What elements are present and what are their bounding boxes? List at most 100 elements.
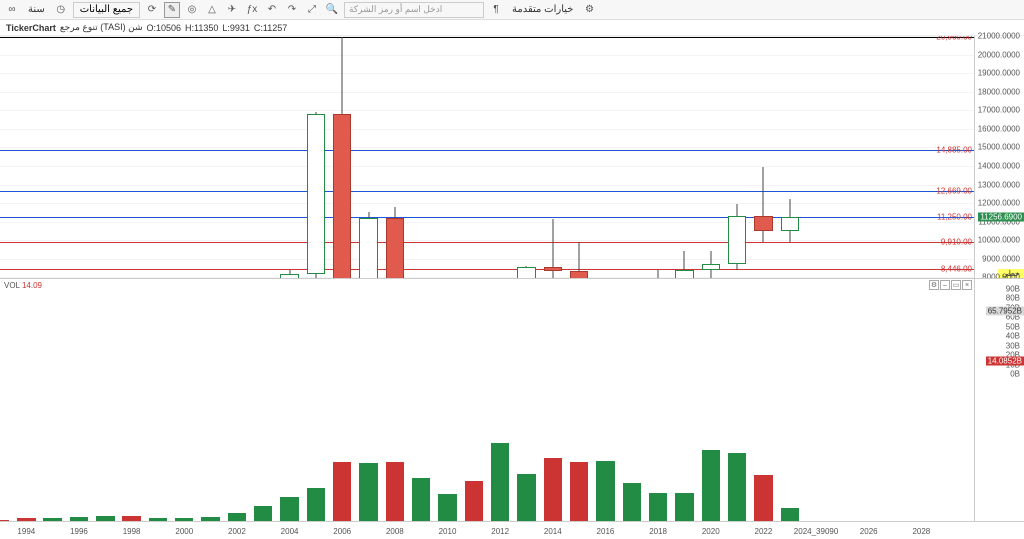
x-tick: 2006 xyxy=(333,527,351,536)
main-toolbar: ∞ سنة ◷ جميع البيانات ⟳ ✎ ◎ △ ✈ ƒx ↶ ↷ ⤢… xyxy=(0,0,1024,20)
candle[interactable] xyxy=(0,36,9,278)
price-hline xyxy=(0,150,974,151)
candle[interactable] xyxy=(280,36,298,278)
price-hline xyxy=(0,269,974,270)
gear-icon[interactable]: ⚙ xyxy=(581,2,597,18)
x-tick: 2004 xyxy=(281,527,299,536)
volume-pane: VOL 14.09 ⚙ – ▭ × 0B10B20B30B40B50B60B70… xyxy=(0,278,1024,521)
fn-icon[interactable]: ƒx xyxy=(244,2,260,18)
pane-close-icon[interactable]: × xyxy=(962,280,972,290)
candle[interactable] xyxy=(570,36,588,278)
candle[interactable] xyxy=(17,36,35,278)
volume-bar[interactable] xyxy=(702,450,720,521)
candle[interactable] xyxy=(254,36,272,278)
x-tick: 2014 xyxy=(544,527,562,536)
timeframe-label[interactable]: سنة xyxy=(24,4,49,15)
volume-bar[interactable] xyxy=(386,462,404,521)
candle[interactable] xyxy=(333,36,351,278)
candle[interactable] xyxy=(359,36,377,278)
volume-bar[interactable] xyxy=(544,458,562,521)
candle[interactable] xyxy=(702,36,720,278)
candle[interactable] xyxy=(96,36,114,278)
refresh-icon[interactable]: ⟳ xyxy=(144,2,160,18)
candle[interactable] xyxy=(517,36,535,278)
volume-bar[interactable] xyxy=(465,481,483,521)
candle[interactable] xyxy=(175,36,193,278)
volume-bar[interactable] xyxy=(649,493,667,522)
volume-bar[interactable] xyxy=(438,494,456,521)
volume-bar[interactable] xyxy=(596,461,614,521)
expand-icon[interactable]: ⤢ xyxy=(304,2,320,18)
price-hline-label: 9,910.00 xyxy=(941,237,972,246)
search-input[interactable]: ادخل اسم أو رمز الشركة xyxy=(344,2,484,18)
x-tick: 2020 xyxy=(702,527,720,536)
search-icon[interactable]: 🔍 xyxy=(324,2,340,18)
undo-icon[interactable]: ↶ xyxy=(264,2,280,18)
price-hline xyxy=(0,242,974,243)
candle[interactable] xyxy=(122,36,140,278)
candle[interactable] xyxy=(649,36,667,278)
send-icon[interactable]: ✈ xyxy=(224,2,240,18)
volume-bar[interactable] xyxy=(307,488,325,521)
target-icon[interactable]: ◎ xyxy=(184,2,200,18)
data-dropdown[interactable]: جميع البيانات xyxy=(73,2,140,18)
candle[interactable] xyxy=(623,36,641,278)
redo-icon[interactable]: ↷ xyxy=(284,2,300,18)
volume-bar[interactable] xyxy=(781,508,799,521)
triangle-icon[interactable]: △ xyxy=(204,2,220,18)
candle[interactable] xyxy=(465,36,483,278)
price-ytick: 14000.0000 xyxy=(978,162,1020,171)
volume-bar[interactable] xyxy=(754,475,772,521)
volume-bar[interactable] xyxy=(228,513,246,521)
candle[interactable] xyxy=(438,36,456,278)
candle[interactable] xyxy=(228,36,246,278)
price-hline-label: 14,885.00 xyxy=(936,145,972,154)
candle[interactable] xyxy=(386,36,404,278)
pane-max-icon[interactable]: ▭ xyxy=(951,280,961,290)
candle[interactable] xyxy=(491,36,509,278)
candle[interactable] xyxy=(43,36,61,278)
candle[interactable] xyxy=(70,36,88,278)
candle[interactable] xyxy=(149,36,167,278)
price-ytick: 17000.0000 xyxy=(978,106,1020,115)
price-plot[interactable]: 20,960.0014,885.0012,669.0011,250.009,91… xyxy=(0,36,974,278)
x-tick: 2024_39090 xyxy=(794,527,839,536)
clock-icon[interactable]: ◷ xyxy=(53,2,69,18)
candle[interactable] xyxy=(412,36,430,278)
volume-bar[interactable] xyxy=(517,474,535,522)
candle[interactable] xyxy=(781,36,799,278)
candle[interactable] xyxy=(596,36,614,278)
volume-bar[interactable] xyxy=(623,483,641,521)
volume-bar[interactable] xyxy=(570,462,588,521)
volume-bar[interactable] xyxy=(728,453,746,521)
link-icon[interactable]: ∞ xyxy=(4,2,20,18)
volume-bar[interactable] xyxy=(412,478,430,521)
volume-bar[interactable] xyxy=(254,506,272,521)
options-label[interactable]: خيارات متقدمة xyxy=(508,4,577,15)
x-axis: 1994199619982000200220042006200820102012… xyxy=(0,521,1024,539)
volume-plot[interactable]: VOL 14.09 ⚙ – ▭ × xyxy=(0,279,974,521)
volume-bar[interactable] xyxy=(280,497,298,521)
candle[interactable] xyxy=(201,36,219,278)
price-hline-label: 20,960.00 xyxy=(936,36,972,41)
ticker-close: C:11257 xyxy=(254,23,287,33)
candle[interactable] xyxy=(728,36,746,278)
pane-settings-icon[interactable]: ⚙ xyxy=(929,280,939,290)
pane-min-icon[interactable]: – xyxy=(940,280,950,290)
candle[interactable] xyxy=(307,36,325,278)
vol-ytick: 0B xyxy=(1010,370,1020,379)
candle[interactable] xyxy=(544,36,562,278)
x-tick: 2016 xyxy=(597,527,615,536)
volume-bar[interactable] xyxy=(333,462,351,521)
vol-ytick: 40B xyxy=(1006,332,1020,341)
volume-bar[interactable] xyxy=(491,443,509,521)
volume-bar[interactable] xyxy=(675,493,693,521)
x-tick: 2026 xyxy=(860,527,878,536)
candle[interactable] xyxy=(675,36,693,278)
text-icon[interactable]: ¶ xyxy=(488,2,504,18)
ticker-prefix: تنوع مرجع (TASI) شن xyxy=(60,22,143,33)
edit-icon[interactable]: ✎ xyxy=(164,2,180,18)
price-hline xyxy=(0,37,974,38)
volume-bar[interactable] xyxy=(359,463,377,521)
candle[interactable] xyxy=(754,36,772,278)
